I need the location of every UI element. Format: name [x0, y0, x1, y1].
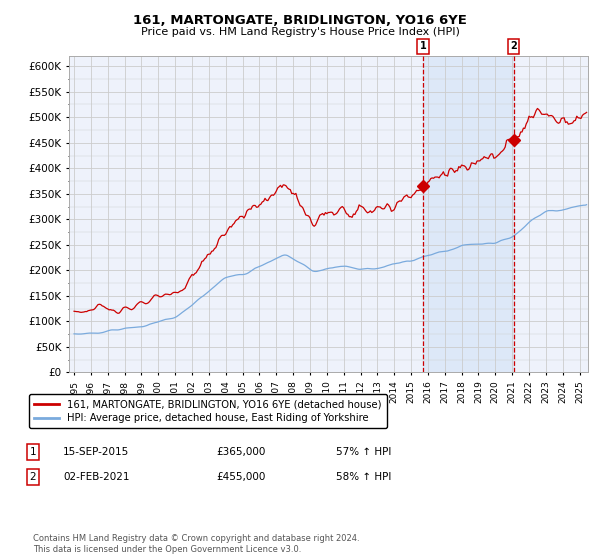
Text: 2: 2 — [29, 472, 37, 482]
Legend: 161, MARTONGATE, BRIDLINGTON, YO16 6YE (detached house), HPI: Average price, det: 161, MARTONGATE, BRIDLINGTON, YO16 6YE (… — [29, 394, 386, 428]
Text: Contains HM Land Registry data © Crown copyright and database right 2024.
This d: Contains HM Land Registry data © Crown c… — [33, 534, 359, 554]
Text: 1: 1 — [29, 447, 37, 457]
Text: 161, MARTONGATE, BRIDLINGTON, YO16 6YE: 161, MARTONGATE, BRIDLINGTON, YO16 6YE — [133, 14, 467, 27]
Bar — [423, 56, 514, 372]
Text: 15-SEP-2015: 15-SEP-2015 — [63, 447, 129, 457]
Text: 57% ↑ HPI: 57% ↑ HPI — [336, 447, 391, 457]
Text: 2: 2 — [511, 41, 517, 52]
Text: £455,000: £455,000 — [216, 472, 265, 482]
Text: £365,000: £365,000 — [216, 447, 265, 457]
Text: 02-FEB-2021: 02-FEB-2021 — [63, 472, 130, 482]
Text: 1: 1 — [419, 41, 427, 52]
Text: 58% ↑ HPI: 58% ↑ HPI — [336, 472, 391, 482]
Text: Price paid vs. HM Land Registry's House Price Index (HPI): Price paid vs. HM Land Registry's House … — [140, 27, 460, 37]
